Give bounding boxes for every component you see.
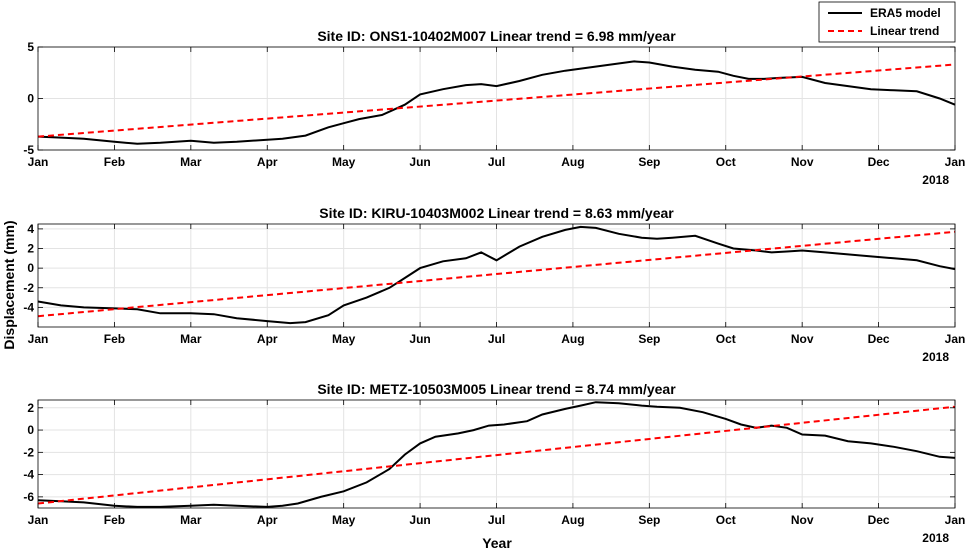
panels: -5 0 5 Jan Feb Mar Apr May Jun Jul Aug Sep Oct Nov Dec… (23, 28, 965, 545)
x-tick-label: Jan (28, 155, 49, 169)
chart-title: Site ID: KIRU-10403M002 Linear trend = 8… (319, 205, 674, 221)
x-tick-label: Aug (561, 513, 584, 527)
x-tick-label: Jan (945, 513, 966, 527)
x-tick-label: Mar (180, 513, 202, 527)
y-tick-label: 2 (27, 242, 34, 256)
era5-series-line (37, 225, 956, 325)
chart-title: Site ID: METZ-10503M005 Linear trend = 8… (317, 381, 676, 397)
chart-panel-2: -4 -2 0 2 4 Jan Feb Mar Apr May Jun Jul Aug Sep Oct Nov… (23, 205, 965, 364)
x-tick-label: Oct (716, 513, 736, 527)
trend-line (37, 63, 956, 138)
year-label: 2018 (922, 350, 949, 364)
year-label: 2018 (922, 531, 949, 545)
y-tick-label: 0 (27, 92, 34, 106)
x-tick-label: Mar (180, 155, 202, 169)
x-tick-label: Jul (488, 155, 505, 169)
x-tick-label: May (332, 513, 356, 527)
x-tick-label: Jan (28, 513, 49, 527)
chart-panel-3: -6 -4 -2 0 2 Jan Feb Mar Apr May Jun Jul Aug Sep Oct No… (23, 381, 965, 545)
x-tick-label: Aug (561, 332, 584, 346)
x-tick-label: Dec (868, 155, 890, 169)
x-tick-label: Oct (716, 332, 736, 346)
x-tick-label: Jul (488, 513, 505, 527)
x-tick-label: Nov (791, 513, 814, 527)
legend-box (818, 1, 956, 43)
x-tick-label: Aug (561, 155, 584, 169)
y-tick-label: 4 (27, 222, 34, 236)
x-tick-label: May (332, 332, 356, 346)
trend-line (37, 405, 956, 505)
x-tick-label: Dec (868, 513, 890, 527)
year-label: 2018 (922, 173, 949, 187)
x-tick-label: Apr (257, 155, 278, 169)
x-tick-label: Feb (104, 155, 125, 169)
x-tick-label: Sep (638, 155, 660, 169)
legend: ERA5 model Linear trend (818, 1, 956, 43)
x-tick-label: Feb (104, 513, 125, 527)
x-tick-label: Jan (945, 155, 966, 169)
y-tick-label: -4 (23, 300, 34, 314)
y-axis-label: Displacement (mm) (1, 220, 17, 349)
legend-label-era5: ERA5 model (870, 6, 941, 20)
trend-line (37, 230, 956, 318)
x-tick-label: Jul (488, 332, 505, 346)
y-tick-label: 0 (27, 423, 34, 437)
y-tick-label: -2 (23, 281, 34, 295)
x-tick-label: Mar (180, 332, 202, 346)
x-tick-label: Nov (791, 332, 814, 346)
x-tick-label: Jun (409, 155, 430, 169)
legend-label-trend: Linear trend (870, 24, 939, 38)
x-tick-label: Jun (409, 513, 430, 527)
x-tick-label: Sep (638, 513, 660, 527)
y-tick-label: -4 (23, 468, 34, 482)
x-tick-label: Jan (945, 332, 966, 346)
x-tick-label: Apr (257, 513, 278, 527)
x-tick-label: Apr (257, 332, 278, 346)
chart-title: Site ID: ONS1-10402M007 Linear trend = 6… (317, 28, 676, 44)
y-tick-label: 2 (27, 401, 34, 415)
x-tick-label: Jan (28, 332, 49, 346)
x-tick-label: May (332, 155, 356, 169)
era5-series-line (37, 401, 956, 508)
x-tick-label: Nov (791, 155, 814, 169)
x-axis-label: Year (482, 535, 512, 551)
y-tick-label: -2 (23, 445, 34, 459)
y-tick-label: 5 (27, 40, 34, 54)
y-tick-label: 0 (27, 261, 34, 275)
x-tick-label: Sep (638, 332, 660, 346)
y-tick-label: -5 (23, 143, 34, 157)
x-tick-label: Jun (409, 332, 430, 346)
x-tick-label: Feb (104, 332, 125, 346)
x-tick-label: Oct (716, 155, 736, 169)
x-tick-label: Dec (868, 332, 890, 346)
y-tick-label: -6 (23, 490, 34, 504)
chart-panel-1: -5 0 5 Jan Feb Mar Apr May Jun Jul Aug Sep Oct Nov Dec… (23, 28, 965, 187)
